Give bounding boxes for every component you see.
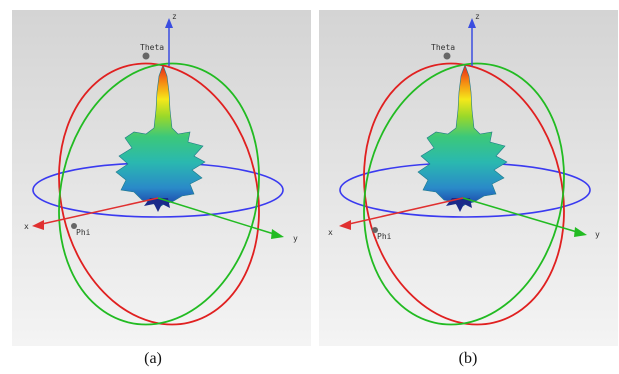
y-axis-arrow-icon [271, 229, 284, 239]
radiation-lobe [115, 64, 206, 212]
caption-b: (b) [458, 350, 478, 367]
theta-ring-green [363, 62, 565, 326]
theta-marker-icon [142, 52, 150, 60]
theta-label: Theta [140, 43, 164, 52]
phi-marker-icon [372, 227, 378, 233]
z-label: z [172, 12, 177, 21]
x-axis [41, 197, 159, 225]
radiation-lobe [417, 64, 508, 212]
y-axis [157, 197, 275, 235]
theta-ring-green [58, 62, 260, 326]
x-axis-arrow-icon [339, 220, 351, 230]
radiation-pattern-plot-b: z Theta x Phi y [319, 10, 618, 346]
phi-marker-icon [71, 223, 77, 229]
y-axis-arrow-icon [574, 227, 587, 237]
theta-label: Theta [431, 43, 455, 52]
caption-a: (a) [144, 350, 162, 367]
z-axis-arrow-icon [468, 18, 476, 28]
radiation-pattern-plot-a: z Theta x Phi y [12, 10, 311, 346]
y-label: y [595, 230, 600, 239]
phi-label: Phi [377, 232, 392, 241]
x-axis-arrow-icon [32, 220, 44, 230]
y-axis [462, 197, 578, 233]
y-label: y [293, 234, 298, 243]
x-label: x [24, 222, 29, 231]
phi-label: Phi [76, 228, 91, 237]
z-label: z [475, 12, 480, 21]
x-label: x [328, 228, 333, 237]
x-axis [348, 197, 464, 225]
radiation-pattern-panel-a: z Theta x Phi y [12, 10, 311, 346]
radiation-pattern-panel-b: z Theta x Phi y [319, 10, 618, 346]
theta-marker-icon [443, 52, 451, 60]
z-axis-arrow-icon [165, 18, 173, 28]
theta-ring-red [363, 62, 565, 326]
theta-ring-red [58, 62, 260, 326]
